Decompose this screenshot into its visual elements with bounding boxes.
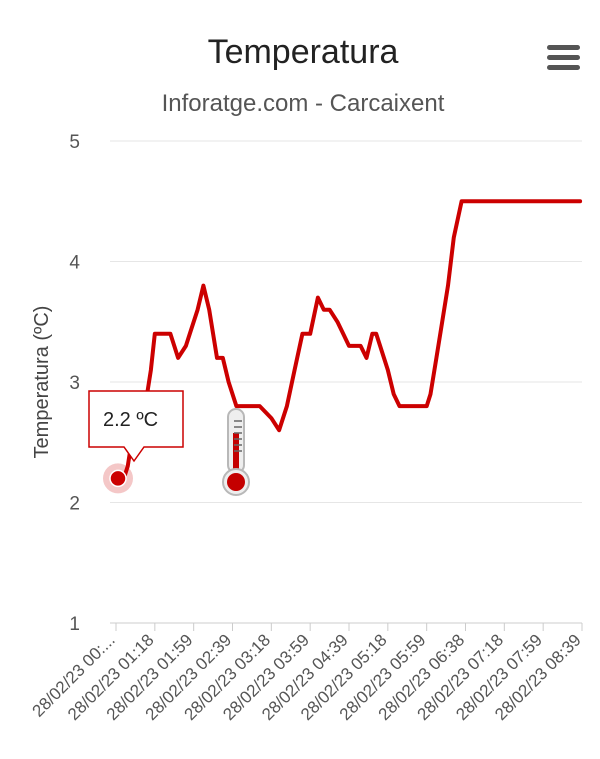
temperature-series-line [114, 199, 583, 487]
chart-subtitle: Inforatge.com - Carcaixent [162, 90, 445, 117]
tooltip-box [88, 390, 184, 463]
tooltip-text: 2.2 ºC [103, 409, 158, 431]
hamburger-menu-icon[interactable] [538, 36, 584, 76]
series-layer [103, 199, 583, 494]
y-tick-label: 4 [69, 253, 80, 274]
thermometer-icon [222, 408, 250, 496]
y-tick-label: 1 [69, 614, 80, 635]
data-tooltip: 2.2 ºC [88, 390, 184, 463]
y-tick-label: 2 [69, 494, 80, 515]
y-tick-labels: 1 2 3 4 5 [69, 132, 80, 635]
chart-title: Temperatura [208, 33, 399, 71]
grid-layer [110, 140, 582, 624]
y-tick-label: 3 [69, 373, 80, 394]
y-axis-label: Temperatura (ºC) [31, 306, 53, 459]
y-tick-label: 5 [69, 132, 80, 153]
hover-data-point[interactable] [109, 469, 127, 488]
